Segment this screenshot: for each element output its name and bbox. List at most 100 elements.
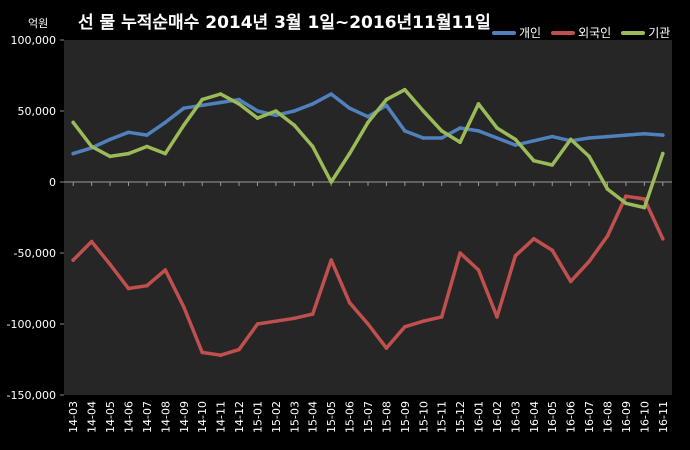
series-foreigner-line-point — [513, 254, 518, 258]
series-foreigner-line-point — [624, 194, 628, 198]
series-foreigner-line-point — [163, 268, 168, 272]
x-tick-label: 16-09 — [620, 401, 633, 433]
series-foreigner-line-point — [310, 312, 315, 316]
series-individual-line-point — [255, 109, 260, 113]
series-individual-line-point — [292, 109, 297, 113]
series-institution-line-point — [513, 137, 518, 142]
x-tick-label: 15-01 — [251, 401, 264, 433]
x-tick-label: 16-08 — [602, 401, 615, 433]
x-tick-label: 16-02 — [491, 401, 504, 433]
series-individual-line-point — [163, 120, 168, 125]
x-tick-label: 15-07 — [362, 401, 375, 433]
legend-item-institution: 기관 — [621, 24, 670, 41]
x-tick-label: 15-09 — [399, 401, 412, 433]
series-institution-line-point — [163, 151, 168, 156]
series-foreigner-line-point — [458, 251, 462, 255]
series-institution-line-point — [403, 87, 407, 92]
series-foreigner-line-point — [587, 259, 591, 264]
series-individual-line-point — [310, 102, 315, 106]
x-tick-label: 15-06 — [344, 401, 357, 433]
series-institution-line-point — [89, 144, 94, 149]
series-institution-line-point — [476, 102, 481, 106]
legend-swatch-institution — [621, 30, 646, 35]
series-institution-line-point — [532, 158, 536, 163]
chart-title: 선 물 누적순매수 2014년 3월 1일~2016년11월11일 — [78, 13, 491, 33]
series-foreigner-line-point — [661, 237, 665, 241]
series-individual-line-point — [476, 129, 481, 133]
x-tick-label: 15-11 — [436, 401, 449, 433]
series-institution-line-point — [605, 187, 610, 191]
series-individual-line-point — [366, 114, 370, 119]
series-individual-line-point — [421, 136, 426, 140]
series-individual-line-point — [458, 126, 462, 130]
series-foreigner-line-point — [200, 350, 204, 355]
series-institution-line-point — [292, 123, 297, 127]
x-tick-label: 14-11 — [215, 401, 228, 433]
series-institution-line-point — [237, 102, 241, 106]
x-tick-label: 15-05 — [325, 401, 338, 433]
legend-item-foreigner: 외국인 — [551, 24, 611, 41]
series-individual-line-point — [71, 151, 75, 156]
series-foreigner-line-point — [403, 325, 407, 329]
x-tick-label: 16-05 — [546, 401, 559, 433]
series-individual-line-point — [532, 139, 536, 143]
series-foreigner-line-point — [495, 315, 499, 319]
legend-label-foreigner: 외국인 — [578, 26, 612, 40]
series-institution-line-point — [274, 109, 278, 113]
y-tick-label: 0 — [49, 176, 56, 189]
series-institution-line-point — [255, 116, 260, 120]
series-foreigner-line-point — [89, 239, 94, 244]
legend-label-individual: 개인 — [519, 26, 542, 40]
series-institution-line-point — [458, 140, 462, 144]
series-individual-line-point — [218, 100, 223, 105]
series-individual-line-point — [237, 97, 241, 102]
y-tick-label: -100,000 — [7, 318, 56, 331]
series-institution-line-point — [495, 126, 499, 130]
series-individual-line-point — [329, 92, 334, 96]
x-tick-label: 14-06 — [122, 401, 135, 433]
x-tick-label: 15-10 — [417, 401, 430, 433]
legend: 개인 외국인 기관 — [492, 24, 670, 41]
x-tick-label: 14-08 — [159, 401, 172, 433]
series-institution-line-point — [108, 154, 112, 159]
series-foreigner-line-point — [274, 319, 278, 324]
series-individual-line-point — [661, 133, 665, 137]
legend-item-individual: 개인 — [492, 24, 541, 41]
x-tick-label: 16-11 — [657, 401, 670, 433]
series-institution-line-point — [218, 92, 223, 96]
y-tick-label: -150,000 — [7, 389, 56, 402]
x-tick-label: 14-04 — [86, 401, 99, 433]
series-individual-line-point — [624, 133, 628, 137]
series-individual-line-point — [587, 136, 591, 140]
series-foreigner-line-point — [568, 279, 573, 284]
plot-area — [64, 40, 672, 395]
x-tick-label: 14-03 — [67, 401, 80, 433]
x-tick-label: 15-03 — [288, 401, 301, 433]
series-foreigner-line-point — [108, 262, 112, 267]
series-institution-line-point — [624, 201, 628, 206]
x-tick-label: 15-12 — [454, 401, 467, 433]
series-individual-line-point — [274, 113, 278, 118]
x-tick-label: 16-06 — [565, 401, 578, 433]
x-tick-label: 14-10 — [196, 401, 209, 433]
series-foreigner-line-point — [237, 347, 241, 352]
series-institution-line-point — [310, 144, 315, 149]
series-institution-line-point — [384, 97, 389, 102]
series-individual-line-point — [347, 106, 352, 110]
series-foreigner-line-point — [550, 248, 554, 252]
series-foreigner-line-point — [366, 322, 370, 326]
series-institution-line-point — [661, 151, 665, 156]
series-institution-line-point — [71, 120, 75, 125]
series-foreigner-line-point — [218, 353, 223, 358]
series-foreigner-line-point — [421, 319, 426, 324]
series-individual-line-point — [126, 130, 131, 135]
y-tick-label: 100,000 — [11, 34, 57, 47]
series-foreigner-line-point — [347, 300, 352, 305]
series-foreigner-line-point — [292, 316, 297, 321]
series-individual-line-point — [403, 129, 407, 133]
y-axis-unit-label: 억원 — [28, 17, 49, 30]
series-individual-line-point — [642, 131, 647, 136]
series-individual-line-point — [495, 136, 499, 140]
x-tick-label: 14-05 — [104, 401, 117, 433]
